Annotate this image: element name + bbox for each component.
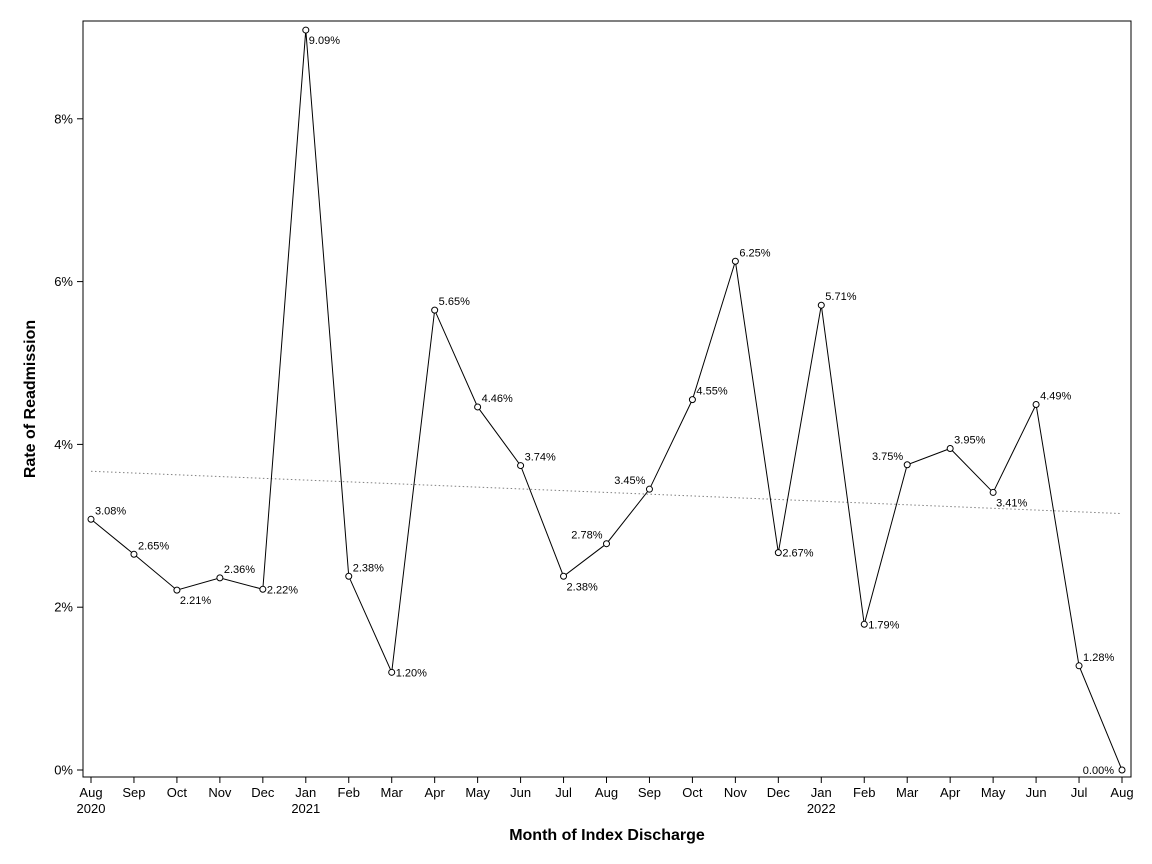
data-point <box>517 462 525 470</box>
data-point <box>817 301 825 309</box>
data-label: 3.75% <box>872 451 903 463</box>
data-point <box>860 620 868 628</box>
x-tick-label: Jun <box>1026 785 1047 800</box>
data-label: 2.67% <box>782 548 813 560</box>
data-label: 0.00% <box>1083 765 1114 777</box>
data-label: 1.28% <box>1083 652 1114 664</box>
data-point <box>774 549 782 557</box>
y-tick-label: 2% <box>54 600 73 615</box>
data-label: 2.36% <box>224 564 255 576</box>
x-year-label: 2022 <box>807 801 836 816</box>
y-axis: 0% 2% 4% 6% 8% <box>54 111 83 778</box>
data-label: 2.65% <box>138 540 169 552</box>
x-tick-label: Jul <box>1071 785 1088 800</box>
data-point <box>603 540 610 548</box>
data-point <box>989 488 997 496</box>
data-label: 2.78% <box>571 530 602 542</box>
data-point <box>1032 401 1040 409</box>
data-point <box>388 668 396 676</box>
data-labels-group: 3.08% 2.65% 2.21% 2.36% 2.22% 9.09% 2.38% 1.20%… <box>95 35 1114 777</box>
data-label: 3.95% <box>954 434 985 446</box>
data-point <box>731 257 739 265</box>
y-axis-title: Rate of Readmission <box>22 320 39 478</box>
x-tick-label: Dec <box>767 785 791 800</box>
plot-frame <box>82 20 1132 778</box>
data-label: 3.74% <box>525 452 556 464</box>
data-label: 1.20% <box>396 667 427 679</box>
x-tick-label: May <box>981 785 1006 800</box>
trend-line-group <box>90 470 1123 515</box>
x-tick-label: Apr <box>425 785 446 800</box>
x-tick-label: Nov <box>208 785 232 800</box>
data-point <box>130 550 138 558</box>
x-tick-label: Aug <box>1110 785 1133 800</box>
y-tick-label: 4% <box>54 437 73 452</box>
data-point <box>302 26 310 34</box>
data-point <box>87 515 95 523</box>
x-tick-label: Sep <box>638 785 661 800</box>
x-tick-label: Oct <box>167 785 188 800</box>
data-point <box>903 461 911 469</box>
data-point <box>645 485 653 493</box>
x-tick-label: Apr <box>940 785 961 800</box>
data-label: 4.49% <box>1040 391 1071 403</box>
data-point <box>688 396 696 404</box>
x-tick-label: Jan <box>811 785 832 800</box>
data-label: 3.08% <box>95 505 126 517</box>
data-label: 2.38% <box>353 562 384 574</box>
x-axis: Aug Sep Oct Nov Dec Jan Feb Mar Apr May Jun Jul Aug S… <box>77 777 1134 816</box>
data-point <box>259 585 267 593</box>
data-point <box>345 572 353 580</box>
data-point <box>1118 766 1126 774</box>
trend-line <box>90 470 1123 515</box>
data-label: 2.21% <box>180 595 211 607</box>
x-tick-label: Feb <box>853 785 875 800</box>
x-year-label: 2021 <box>291 801 320 816</box>
y-tick-label: 6% <box>54 274 73 289</box>
data-label: 2.38% <box>567 581 598 593</box>
data-label: 1.79% <box>868 619 899 631</box>
x-tick-label: Feb <box>338 785 360 800</box>
x-year-label: 2020 <box>77 801 106 816</box>
x-tick-label: Oct <box>682 785 703 800</box>
data-label: 6.25% <box>739 247 770 259</box>
x-tick-label: Aug <box>79 785 102 800</box>
series-line <box>90 30 1123 771</box>
data-point <box>560 572 568 580</box>
series-group <box>87 26 1126 774</box>
x-tick-label: Jun <box>510 785 531 800</box>
y-tick-label: 0% <box>54 763 73 778</box>
x-tick-label: Sep <box>122 785 145 800</box>
data-label: 3.41% <box>996 497 1027 509</box>
x-tick-label: Mar <box>381 785 404 800</box>
x-tick-label: Nov <box>724 785 748 800</box>
data-label: 4.55% <box>696 386 727 398</box>
data-label: 9.09% <box>309 35 340 47</box>
data-label: 5.65% <box>439 296 470 308</box>
data-label: 3.45% <box>614 475 645 487</box>
x-axis-title: Month of Index Discharge <box>509 827 705 844</box>
data-point <box>431 306 439 314</box>
data-point <box>1075 662 1083 670</box>
x-tick-label: Jan <box>295 785 316 800</box>
data-label: 4.46% <box>482 393 513 405</box>
data-point <box>216 574 224 582</box>
x-tick-label: Aug <box>595 785 618 800</box>
data-label: 5.71% <box>825 291 856 303</box>
x-tick-label: Jul <box>555 785 572 800</box>
x-tick-label: Mar <box>896 785 919 800</box>
y-tick-label: 8% <box>54 111 73 126</box>
x-tick-label: May <box>465 785 490 800</box>
data-point <box>946 444 954 452</box>
data-point <box>474 403 482 411</box>
data-point <box>173 586 181 594</box>
data-label: 2.22% <box>267 584 298 596</box>
x-tick-label: Dec <box>251 785 275 800</box>
